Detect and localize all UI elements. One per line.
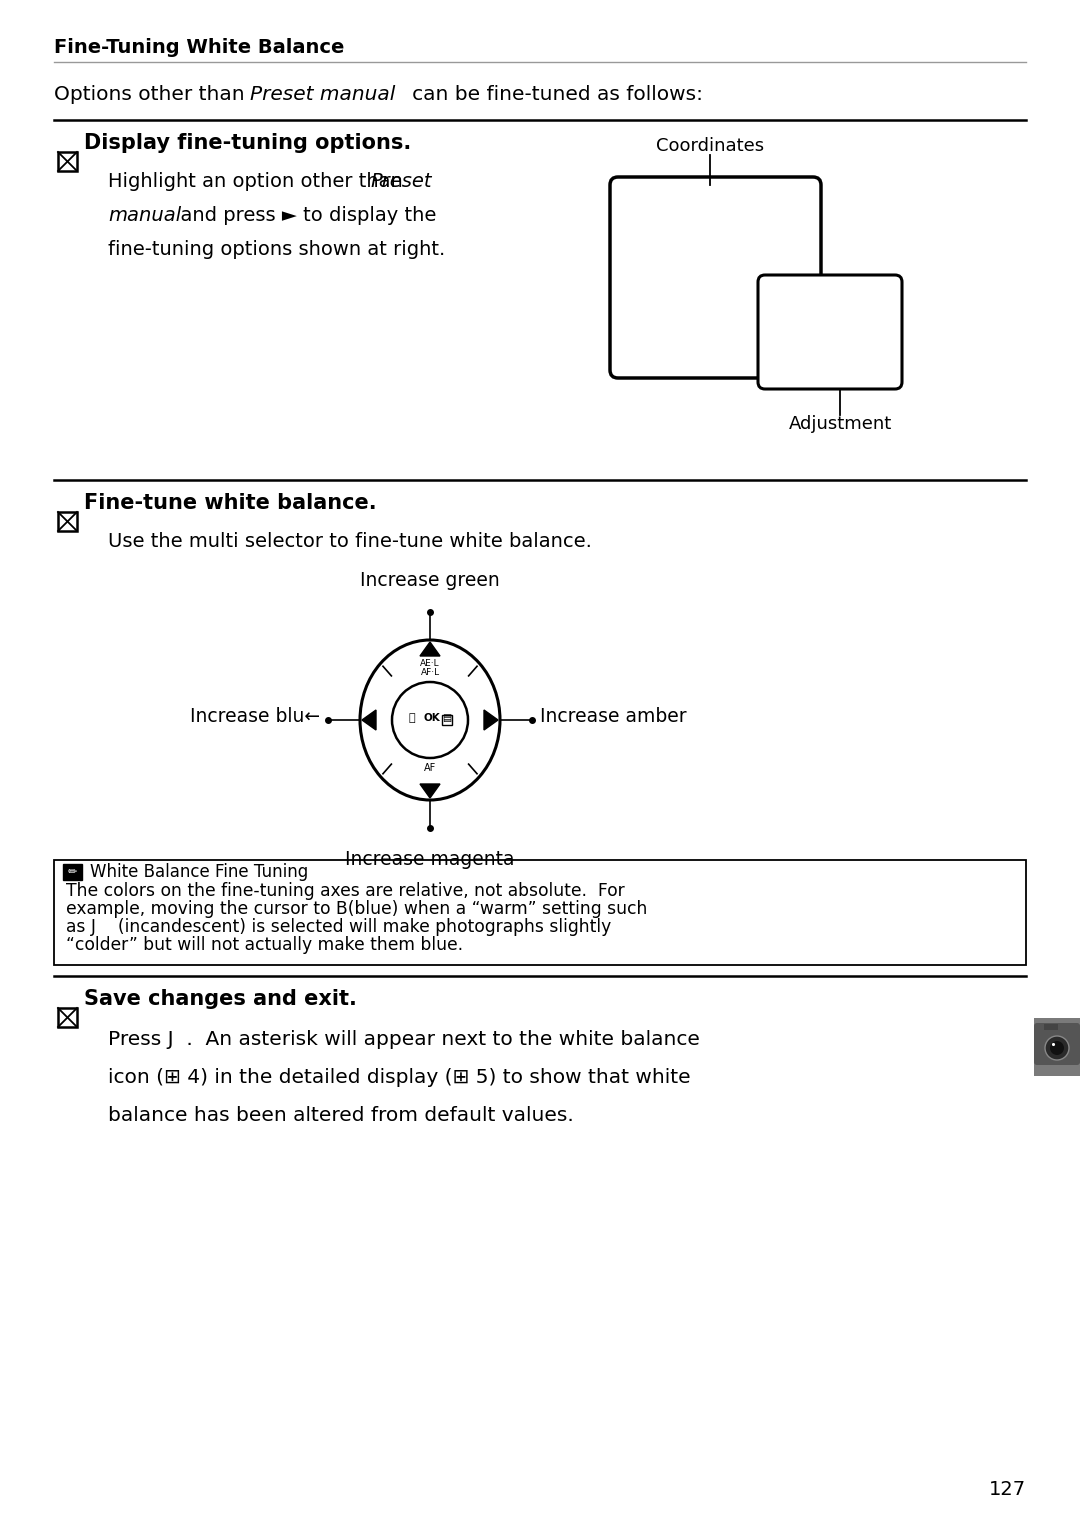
Text: White Balance Fine Tuning: White Balance Fine Tuning: [90, 862, 308, 881]
Text: Highlight an option other than: Highlight an option other than: [108, 172, 409, 192]
Text: AF·L: AF·L: [420, 668, 440, 677]
Text: Coordinates: Coordinates: [656, 137, 764, 155]
Text: example, moving the cursor to B(blue) when a “warm” setting such: example, moving the cursor to B(blue) wh…: [66, 900, 647, 919]
Bar: [58, 1008, 77, 1027]
Text: “colder” but will not actually make them blue.: “colder” but will not actually make them…: [66, 935, 463, 954]
Text: Display fine-tuning options.: Display fine-tuning options.: [84, 132, 411, 154]
Bar: [58, 152, 77, 170]
Text: 127: 127: [989, 1480, 1026, 1500]
Text: icon (⊞ 4) in the detailed display (⊞ 5) to show that white: icon (⊞ 4) in the detailed display (⊞ 5)…: [108, 1068, 690, 1088]
Text: can be fine-tuned as follows:: can be fine-tuned as follows:: [393, 85, 703, 103]
Circle shape: [1050, 1040, 1064, 1056]
Text: Increase magenta: Increase magenta: [346, 850, 515, 868]
Text: and press ► to display the: and press ► to display the: [168, 205, 436, 225]
Text: Preset: Preset: [370, 172, 432, 192]
Text: Save changes and exit.: Save changes and exit.: [84, 989, 356, 1008]
Bar: [1034, 1018, 1080, 1075]
Bar: [1044, 1024, 1058, 1030]
Text: Preset manual: Preset manual: [249, 85, 395, 103]
Text: Use the multi selector to fine-tune white balance.: Use the multi selector to fine-tune whit…: [108, 532, 592, 551]
Text: ▤: ▤: [443, 713, 451, 722]
Bar: [442, 715, 453, 726]
Text: Options other than: Options other than: [54, 85, 251, 103]
Text: balance has been altered from default values.: balance has been altered from default va…: [108, 1106, 573, 1126]
Text: Press J  .  An asterisk will appear next to the white balance: Press J . An asterisk will appear next t…: [108, 1030, 700, 1049]
Text: AE·L: AE·L: [420, 659, 440, 668]
Text: as J    (incandescent) is selected will make photographs slightly: as J (incandescent) is selected will mak…: [66, 919, 611, 935]
Polygon shape: [420, 642, 440, 656]
FancyBboxPatch shape: [1034, 1024, 1080, 1065]
Text: OK: OK: [423, 713, 441, 722]
Bar: [58, 513, 77, 531]
Text: Fine-tune white balance.: Fine-tune white balance.: [84, 493, 377, 513]
FancyBboxPatch shape: [758, 275, 902, 389]
Polygon shape: [484, 710, 498, 730]
Polygon shape: [362, 710, 376, 730]
Text: manual: manual: [108, 205, 181, 225]
Text: Increase amber: Increase amber: [540, 706, 687, 726]
Text: Fine-Tuning White Balance: Fine-Tuning White Balance: [54, 38, 345, 56]
Text: ⌛: ⌛: [408, 713, 416, 722]
Polygon shape: [420, 783, 440, 799]
Text: The colors on the fine-tuning axes are relative, not absolute.  For: The colors on the fine-tuning axes are r…: [66, 882, 624, 900]
Text: Increase green: Increase green: [360, 570, 500, 590]
Bar: [63, 864, 82, 881]
Text: Adjustment: Adjustment: [788, 415, 892, 433]
FancyBboxPatch shape: [610, 176, 821, 379]
Text: AF: AF: [423, 764, 436, 773]
Text: fine-tuning options shown at right.: fine-tuning options shown at right.: [108, 240, 445, 259]
Text: ✏: ✏: [67, 867, 77, 878]
Bar: [54, 859, 1026, 964]
Circle shape: [1045, 1036, 1069, 1060]
Text: Increase blu←: Increase blu←: [190, 706, 320, 726]
